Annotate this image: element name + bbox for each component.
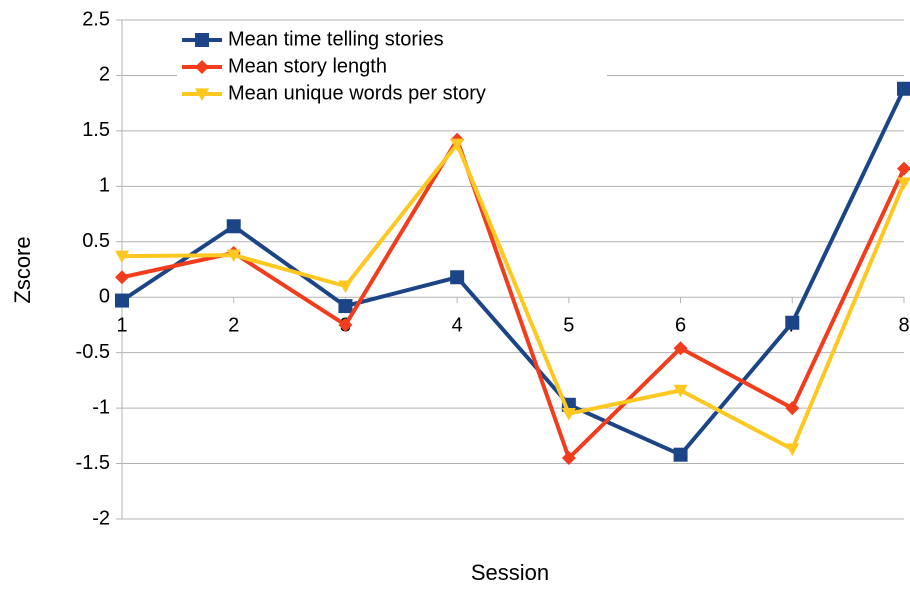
x-tick-label: 1 <box>116 315 127 337</box>
series-line <box>120 87 906 457</box>
x-axis-title: Session <box>471 560 549 585</box>
x-tick-label: 5 <box>563 315 574 337</box>
data-point <box>338 280 353 294</box>
data-point <box>673 447 688 462</box>
legend-marker <box>195 33 209 47</box>
data-point <box>897 177 910 191</box>
legend: Mean time telling stories Mean story leng… <box>177 28 607 110</box>
y-tick-label: 1 <box>99 175 110 197</box>
x-tick-label: 4 <box>452 315 463 337</box>
data-point <box>338 299 353 314</box>
x-tick-label: 2 <box>228 315 239 337</box>
data-point <box>785 401 800 416</box>
y-axis-title: Zscore <box>10 236 35 303</box>
data-point <box>897 81 910 96</box>
data-point <box>226 249 241 263</box>
data-point <box>897 161 910 176</box>
x-tick-label: 6 <box>675 315 686 337</box>
legend-marker <box>195 60 209 74</box>
data-point <box>785 315 800 330</box>
series-line <box>121 142 906 452</box>
data-point <box>785 443 800 457</box>
y-tick-label: 0 <box>99 286 110 308</box>
legend-label: Mean time telling stories <box>228 28 444 50</box>
data-point <box>561 408 576 421</box>
data-point <box>450 270 465 285</box>
data-point <box>226 219 241 234</box>
y-tick-label: 2.5 <box>82 8 110 30</box>
x-tick-label: 8 <box>898 315 909 337</box>
data-point <box>115 250 129 264</box>
y-tick-label: 0.5 <box>82 230 110 252</box>
y-tick-label: 1.5 <box>82 119 110 141</box>
data-point <box>450 138 465 152</box>
data-point <box>673 384 688 398</box>
y-tick-label: -1 <box>92 396 110 418</box>
legend-label: Mean story length <box>228 55 387 77</box>
legend-marker <box>195 88 209 101</box>
data-point <box>561 451 576 466</box>
y-tick-label: -2 <box>92 507 110 529</box>
y-tick-label: -0.5 <box>76 341 110 363</box>
legend-label: Mean unique words per story <box>228 82 486 104</box>
data-point <box>115 293 129 308</box>
data-point <box>338 317 353 332</box>
data-point <box>115 270 129 285</box>
y-tick-label: 2 <box>99 64 110 86</box>
y-tick-label: -1.5 <box>76 452 110 474</box>
legend-box <box>177 28 607 110</box>
series-line <box>121 137 906 461</box>
data-point <box>673 341 688 356</box>
